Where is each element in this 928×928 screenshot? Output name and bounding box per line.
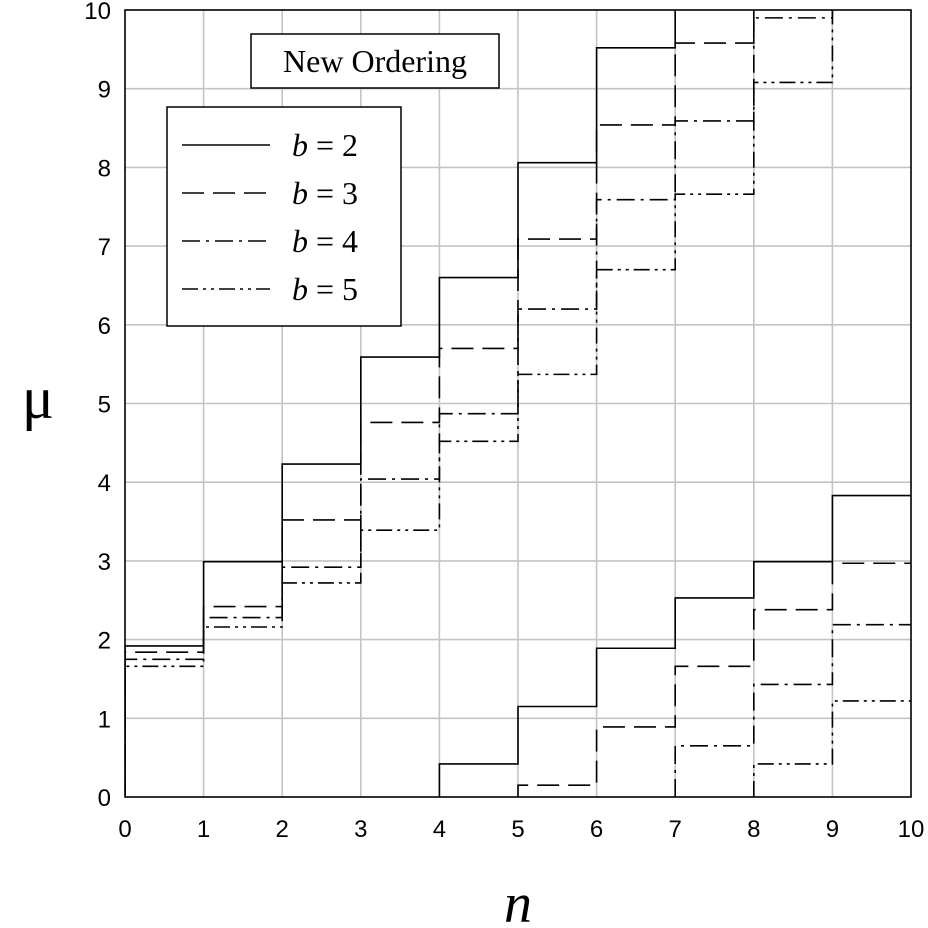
x-tick-label: 9	[826, 816, 839, 843]
y-tick-label: 6	[98, 313, 111, 340]
y-tick-label: 5	[98, 392, 111, 419]
legend-entry-label: b = 4	[292, 223, 358, 259]
annotation-text: New Ordering	[283, 43, 467, 79]
y-tick-label: 1	[98, 706, 111, 733]
x-tick-label: 7	[669, 816, 682, 843]
plot-frame	[124, 9, 912, 798]
y-tick-label: 8	[98, 155, 111, 182]
x-tick-label: 3	[354, 816, 367, 843]
annotation-box: New Ordering	[250, 33, 500, 89]
y-tick-label: 10	[84, 0, 111, 25]
legend-entry-label: b = 3	[292, 175, 358, 211]
x-tick-label: 1	[197, 816, 210, 843]
x-tick-label: 10	[898, 816, 925, 843]
x-tick-label: 5	[511, 816, 524, 843]
x-tick-label: 0	[118, 816, 131, 843]
legend: b = 2 b = 3 b = 4 b = 5	[166, 106, 402, 327]
y-tick-label: 4	[98, 470, 111, 497]
series-4-upper-branch	[125, 10, 834, 797]
y-axis-label: μ	[22, 365, 54, 431]
series-2-lower-branch	[438, 494, 911, 797]
x-axis-label: n	[504, 873, 532, 928]
y-tick-label: 0	[98, 785, 111, 812]
legend-entry-label: b = 2	[292, 127, 358, 163]
x-tick-label: 2	[276, 816, 289, 843]
series-4-lower-branch	[674, 623, 911, 797]
series-5-lower-branch	[753, 700, 911, 797]
series-layer	[125, 10, 911, 797]
x-tick-label: 4	[433, 816, 446, 843]
y-tick-label: 3	[98, 549, 111, 576]
legend-entry-label: b = 5	[292, 271, 358, 307]
y-tick-label: 7	[98, 234, 111, 261]
tick-labels: 0 1 2 3 4 5 6 7 8 9 10 0 1 2 3 4 5 6 7 8 9 10	[84, 0, 924, 843]
y-tick-label: 9	[98, 77, 111, 104]
series-5-upper-branch	[125, 10, 834, 797]
x-tick-label: 8	[747, 816, 760, 843]
x-tick-label: 6	[590, 816, 603, 843]
series-3-lower-branch	[517, 562, 911, 797]
y-tick-label: 2	[98, 628, 111, 655]
